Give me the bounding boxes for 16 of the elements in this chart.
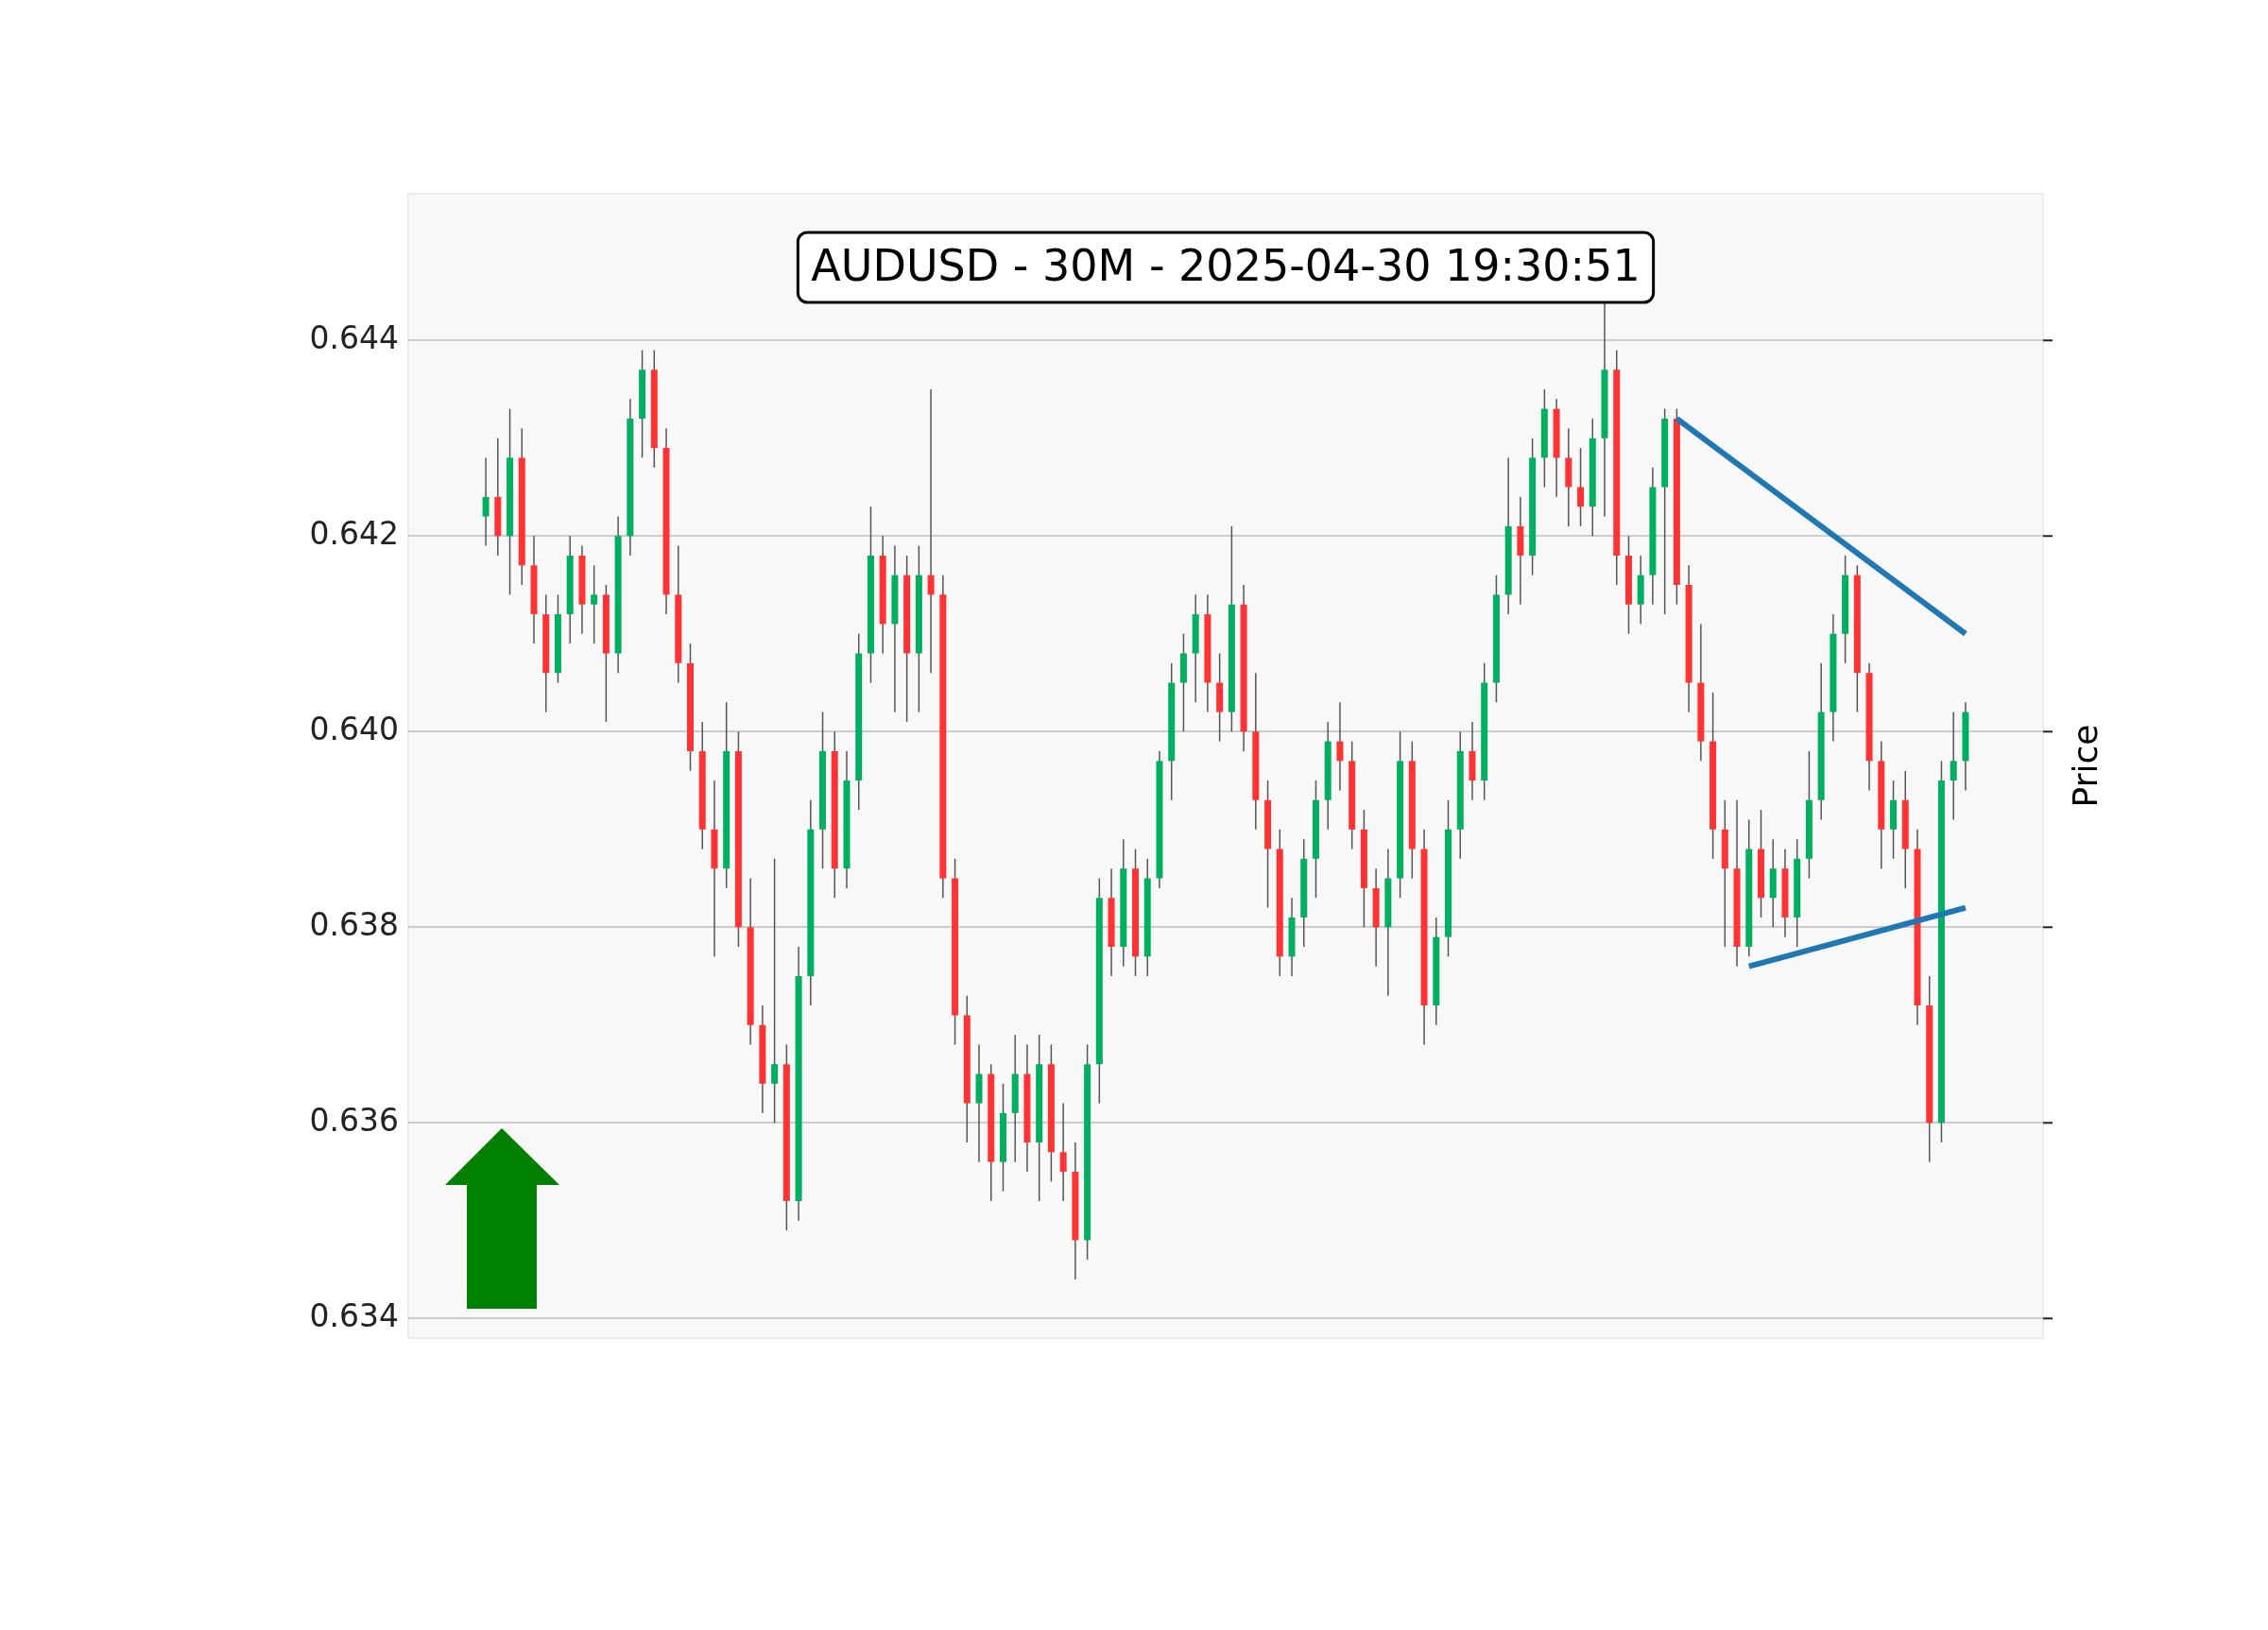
candlestick: [482, 456, 490, 547]
candlestick: [1059, 1102, 1067, 1202]
y-axis-title: Price: [2066, 724, 2105, 808]
candlestick: [771, 858, 779, 1124]
candlestick: [1950, 711, 1957, 821]
y-tick-label: 0.638: [309, 905, 399, 943]
y-tick-label: 0.644: [309, 318, 399, 356]
y-tick-label: 0.640: [309, 710, 399, 747]
y-tick-label: 0.634: [309, 1296, 399, 1334]
candlestick: [591, 564, 598, 644]
text: AUDUSD - 30M - 2025-04-30 19:30:51: [811, 239, 1641, 291]
y-tick-label: 0.642: [309, 514, 399, 552]
candlestick: [1577, 447, 1585, 527]
y-tick-label: 0.636: [309, 1101, 399, 1139]
candlestick: [927, 388, 935, 674]
candlestick: [1336, 701, 1344, 792]
